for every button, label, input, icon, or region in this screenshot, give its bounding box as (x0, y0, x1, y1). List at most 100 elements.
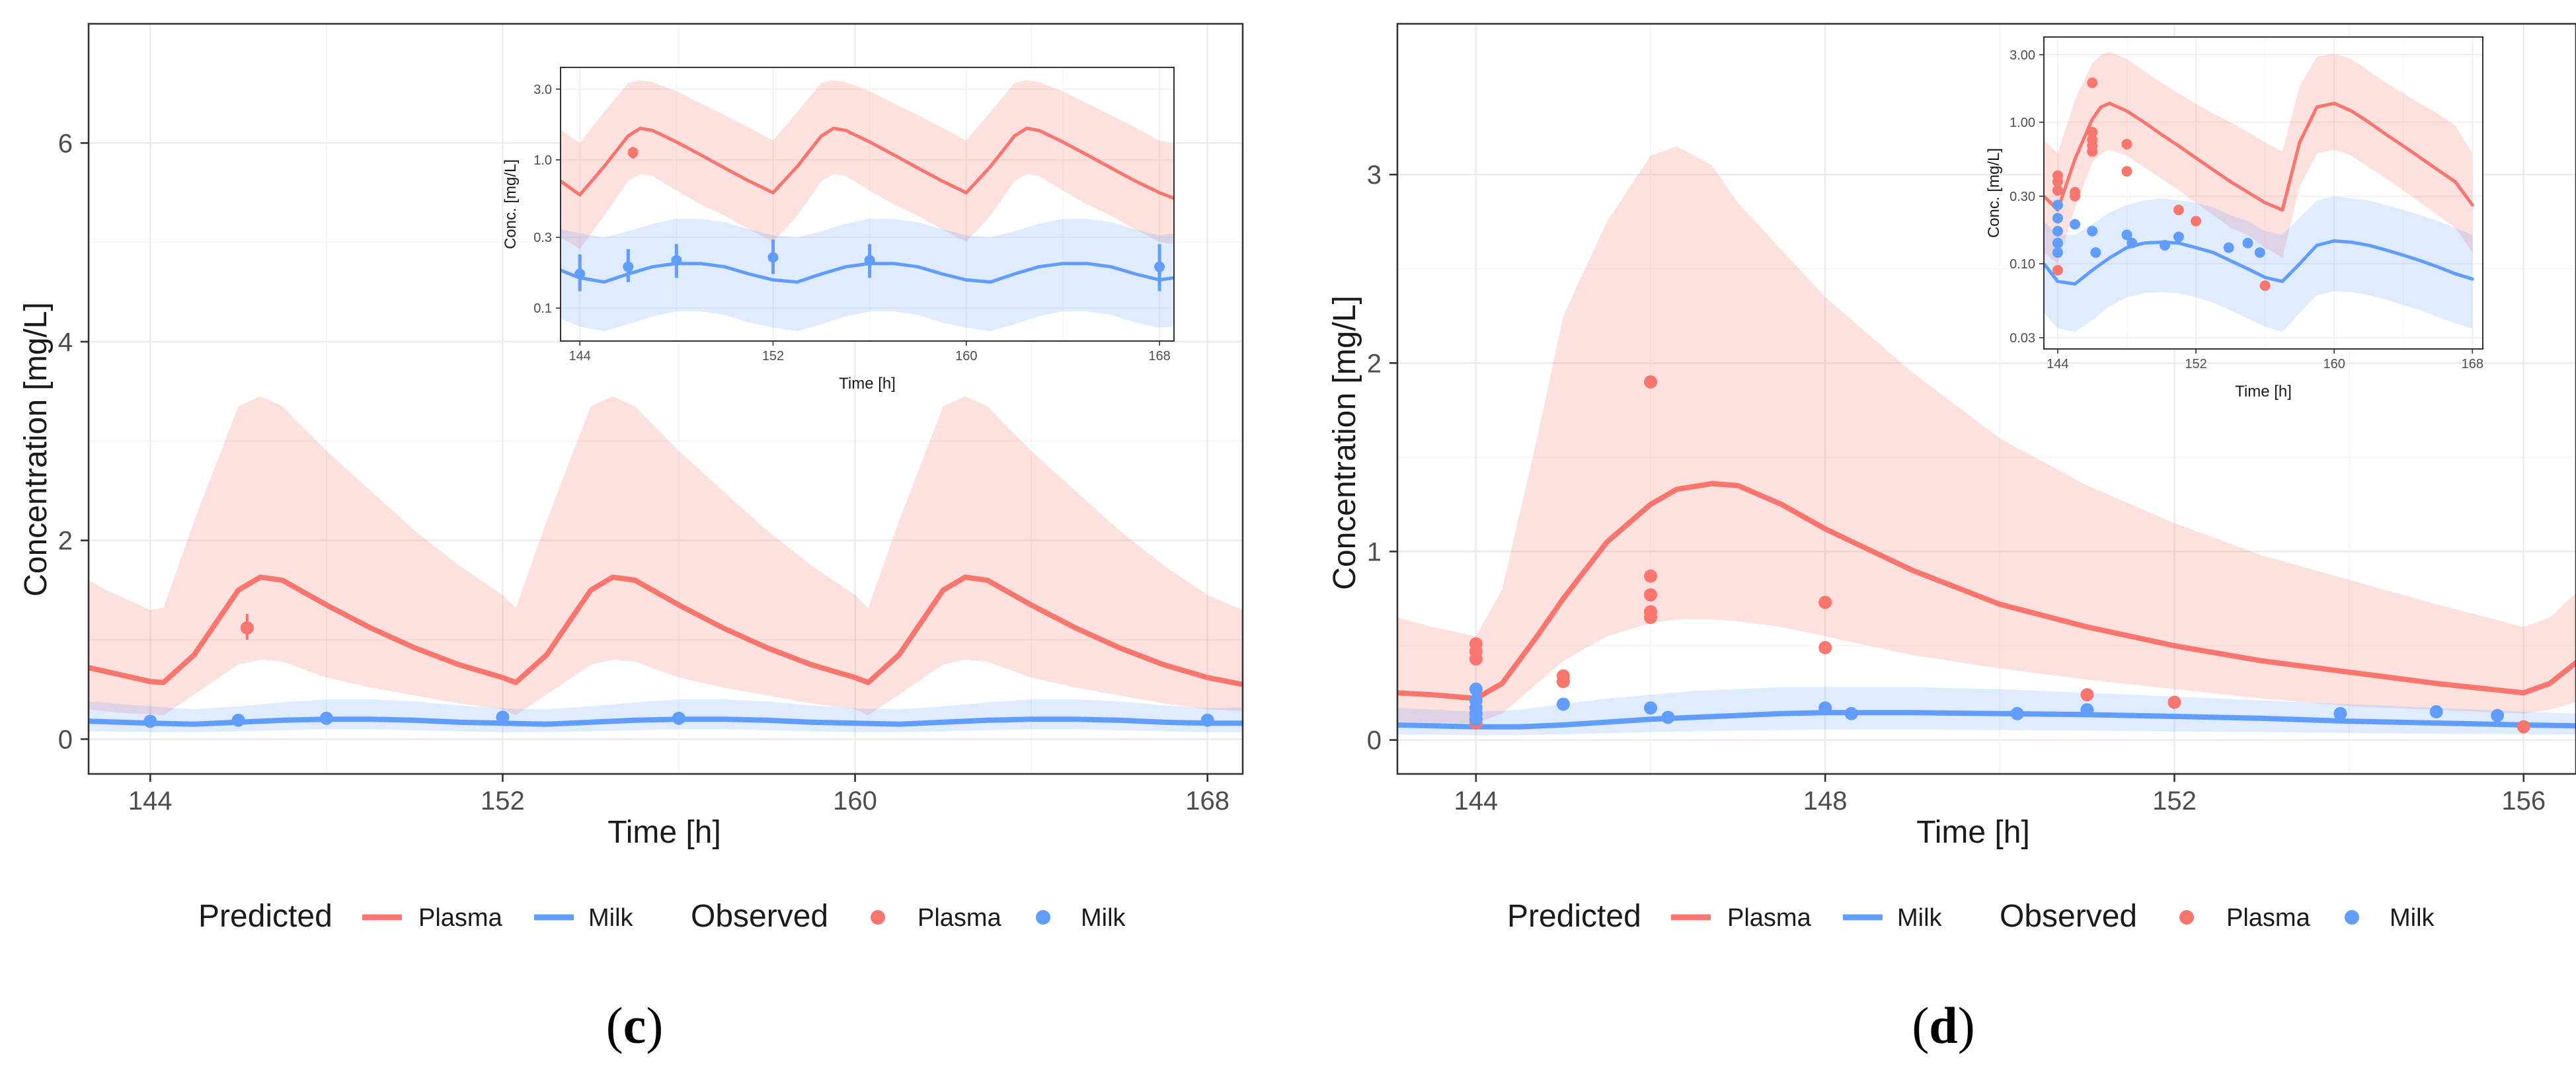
c-inset-grid (561, 67, 1174, 341)
d-inset-plasma-observed-point (2087, 146, 2098, 157)
c-inset-y-tick-label: 0.1 (533, 301, 552, 316)
d-main-milk-observed-point (2429, 705, 2443, 718)
c-inset-plot-border (560, 67, 1175, 342)
c-main-data-layer (89, 396, 1243, 732)
d-inset-milk-observed-point (2052, 200, 2063, 211)
c-inset-x-tick-label: 168 (1148, 349, 1170, 363)
d-main-plasma-prediction-band (1397, 146, 2576, 723)
d-main-plot-border (1396, 22, 2576, 775)
c-inset-milk-observed-point (623, 261, 634, 272)
d-main-milk-observed-point (2333, 707, 2347, 720)
d-inset-milk-observed-point (2159, 240, 2170, 251)
panel-d-title-letter: d (1929, 997, 1957, 1054)
d-main-plasma-observed-point (1644, 375, 1658, 389)
c-inset-x-axis-label: Time [h] (839, 375, 896, 393)
panel-c-inset-plot: 144 152 160 168 0.1 0.3 1.0 3.0 Time [h] Conc. [m… (502, 67, 1175, 393)
legend-observed-plasma-dot (871, 910, 885, 925)
panel-c-title-letter: c (623, 997, 646, 1054)
c-main-milk-observed-point (496, 710, 510, 724)
c-main-milk-observed-point (672, 711, 685, 725)
d-main-plasma-observed-point (1644, 611, 1658, 625)
d-inset-milk-observed-point (2090, 247, 2101, 258)
d-main-y-tick-label: 1 (1367, 537, 1382, 566)
d-main-milk-observed-point (1469, 682, 1483, 696)
d-inset-plasma-prediction-band (2044, 52, 2473, 264)
panel-d-x-axis-label: Time [h] (1916, 815, 2030, 850)
c-inset-milk-observed-point (767, 252, 779, 263)
c-inset-plot-background (561, 67, 1174, 341)
panel-d-main-plot: 144 148 152 156 0 1 2 3 (1367, 22, 2576, 816)
d-main-x-tick-label: 148 (1803, 786, 1848, 816)
d-main-plasma-predicted-line (1397, 480, 2576, 701)
d-inset-plasma-observed-point (2052, 176, 2063, 187)
c-main-y-tick-label: 0 (58, 725, 73, 754)
panel-c-x-axis-label: Time [h] (607, 815, 721, 850)
d-main-milk-observed-point (1844, 707, 1858, 720)
c-main-x-tick-label: 144 (128, 786, 173, 816)
d-main-plasma-observed-point (2167, 695, 2181, 709)
c-inset-milk-observed-point (864, 254, 875, 266)
legend-observed-milk-dot (1036, 910, 1050, 925)
d-inset-y-tick-label: 1.00 (2010, 116, 2035, 130)
panel-d-title-open: ( (1912, 997, 1929, 1054)
d-inset-plot-border (2043, 36, 2483, 350)
d-inset-milk-observed-point (2052, 213, 2063, 224)
c-main-x-tick-label: 160 (833, 786, 877, 816)
d-inset-plasma-observed-point (2121, 166, 2132, 177)
d-inset-milk-observed-point (2127, 237, 2138, 248)
legend-predicted-milk-label: Milk (588, 904, 634, 932)
c-inset-milk-observed-point (1154, 261, 1165, 272)
c-main-milk-observed-point (143, 714, 157, 728)
d-inset-milk-observed-point (2052, 225, 2063, 237)
panel-c-title-open: ( (606, 997, 623, 1054)
panel-c-title: (c) (606, 997, 664, 1054)
c-inset-x-tick-label: 144 (569, 349, 591, 363)
legend-observed-plasma-dot (2179, 910, 2194, 925)
c-main-x-tick-label: 168 (1185, 786, 1229, 816)
d-inset-milk-observed-point (2223, 242, 2234, 253)
d-main-milk-observed-point (2491, 708, 2505, 722)
legend-predicted-plasma-label: Plasma (418, 904, 503, 932)
legend-observed-title: Observed (2000, 899, 2137, 934)
d-main-plasma-observed-point (1818, 640, 1832, 654)
d-main-milk-observed-point (1818, 701, 1832, 715)
d-inset-data-layer (2044, 52, 2474, 332)
panel-d-title: (d) (1912, 997, 1974, 1054)
d-inset-plasma-predicted-line (2044, 101, 2474, 212)
legend-predicted-title: Predicted (1507, 899, 1641, 934)
d-main-milk-observed-point (1661, 710, 1675, 724)
d-inset-milk-observed-point (2121, 229, 2132, 241)
d-main-plasma-observed-point (1644, 588, 1658, 602)
d-main-y-tick-label: 0 (1367, 726, 1382, 755)
d-inset-plasma-observed-point (2087, 127, 2098, 138)
c-inset-milk-observed-point (671, 254, 682, 266)
c-inset-plasma-observed-point (627, 147, 639, 158)
d-inset-x-tick-label: 152 (2185, 357, 2206, 371)
c-main-plasma-observed-point (240, 621, 254, 635)
c-inset-y-tick-label: 0.3 (533, 231, 552, 245)
d-main-milk-observed-point (1556, 697, 1570, 711)
d-inset-plasma-observed-point (2191, 215, 2202, 227)
d-inset-milk-observed-point (2242, 237, 2253, 248)
panel-d-inset-plot: 144 152 160 168 0.03 0.10 0.30 1.00 3.00 Time [h]… (1985, 36, 2483, 401)
c-main-y-tick-label: 2 (58, 527, 73, 556)
d-inset-milk-observed-point (2052, 237, 2063, 248)
c-inset-milk-prediction-band (561, 219, 1174, 331)
d-inset-x-tick-label: 144 (2047, 357, 2068, 371)
d-inset-plasma-observed-point (2052, 264, 2063, 276)
d-inset-milk-observed-point (2254, 247, 2265, 258)
d-main-data-layer (1397, 146, 2576, 736)
d-main-plasma-observed-point (1818, 595, 1832, 609)
d-inset-milk-observed-point (2070, 219, 2081, 230)
legend-observed-milk-label: Milk (1081, 904, 1126, 932)
panel-d-legend: Predicted Plasma Milk Observed Plasma Mi… (1507, 899, 2435, 934)
d-main-plasma-observed-point (1469, 652, 1483, 666)
d-main-milk-observed-point (2010, 707, 2024, 720)
d-main-x-tick-label: 156 (2501, 786, 2546, 816)
c-inset-y-tick-label: 3.0 (533, 83, 552, 97)
c-main-plot-border (87, 22, 1244, 775)
legend-observed-plasma-label: Plasma (2226, 904, 2311, 932)
c-main-plasma-prediction-band (89, 396, 1243, 716)
d-inset-milk-observed-point (2087, 225, 2098, 237)
